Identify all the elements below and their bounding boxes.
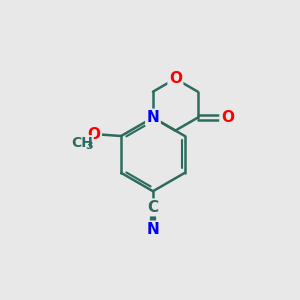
Text: CH: CH bbox=[71, 136, 93, 150]
Text: O: O bbox=[88, 127, 100, 142]
Text: O: O bbox=[221, 110, 234, 125]
Text: O: O bbox=[169, 71, 182, 86]
Text: N: N bbox=[147, 110, 159, 125]
Text: N: N bbox=[147, 222, 159, 237]
Text: C: C bbox=[147, 200, 158, 215]
Text: 3: 3 bbox=[86, 141, 93, 151]
